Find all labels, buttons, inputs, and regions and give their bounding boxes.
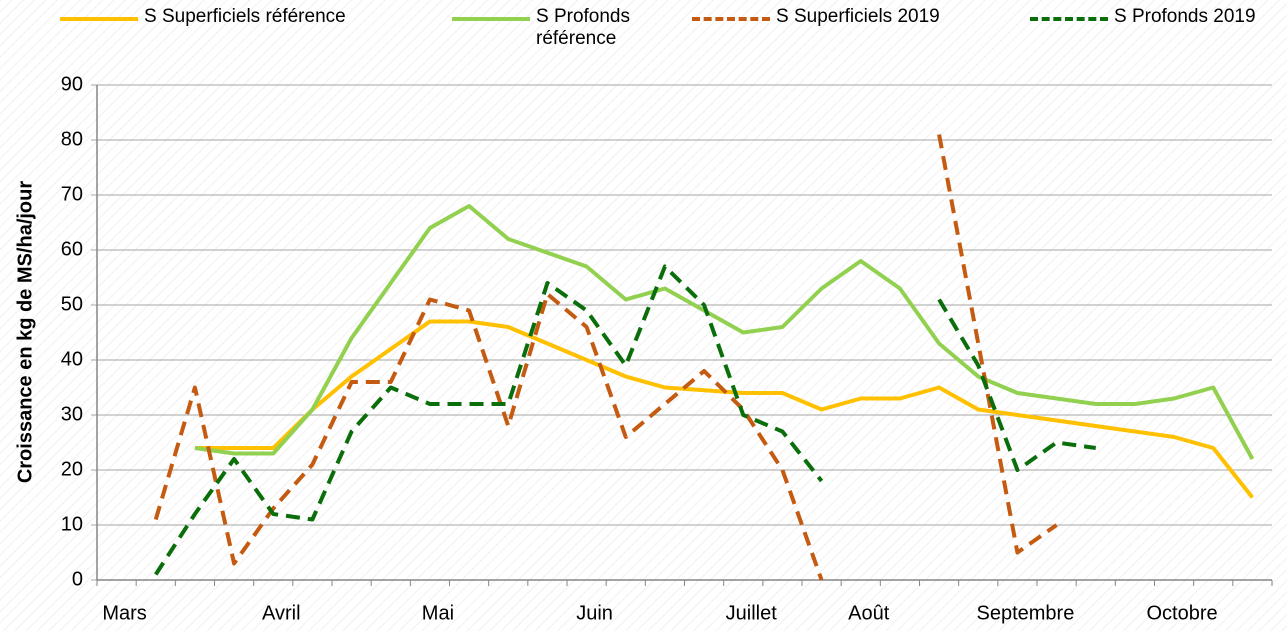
y-tick-label: 60 bbox=[61, 238, 83, 260]
y-tick-label: 0 bbox=[72, 568, 83, 590]
x-tick-label: Septembre bbox=[976, 602, 1074, 624]
y-tick-label: 40 bbox=[61, 348, 83, 370]
legend-item: S Profonds référence bbox=[452, 6, 666, 50]
legend-label: S Profonds référence bbox=[536, 6, 630, 49]
x-tick-label: Avril bbox=[262, 602, 301, 624]
series-line bbox=[153, 134, 1058, 581]
legend-swatch bbox=[60, 17, 138, 21]
series-line bbox=[154, 264, 1097, 576]
legend-item: S Superficiels référence bbox=[60, 6, 474, 28]
y-tick-label: 70 bbox=[61, 183, 83, 205]
x-tick-label: Mai bbox=[422, 602, 454, 624]
y-tick-label: 10 bbox=[61, 513, 83, 535]
legend-label: S Superficiels référence bbox=[144, 6, 346, 27]
legend-label: S Profonds 2019 bbox=[1114, 6, 1256, 27]
series-line bbox=[194, 204, 1255, 460]
x-tick-label: Août bbox=[848, 602, 890, 624]
legend-item: S Superficiels 2019 bbox=[692, 6, 1006, 28]
y-axis-label: Croissance en kg de MS/ha/jour bbox=[14, 181, 36, 484]
x-tick-label: Juillet bbox=[726, 602, 778, 624]
y-tick-label: 80 bbox=[61, 128, 83, 150]
legend-swatch bbox=[692, 17, 770, 21]
x-tick-label: Mars bbox=[102, 602, 146, 624]
y-tick-label: 30 bbox=[61, 403, 83, 425]
legend-swatch bbox=[1030, 17, 1108, 21]
y-tick-label: 50 bbox=[61, 293, 83, 315]
legend-label: S Superficiels 2019 bbox=[776, 6, 940, 27]
legend-swatch bbox=[452, 17, 530, 21]
x-tick-label: Octobre bbox=[1147, 602, 1218, 624]
y-tick-label: 20 bbox=[61, 458, 83, 480]
x-tick-label: Juin bbox=[576, 602, 613, 624]
y-tick-label: 90 bbox=[61, 73, 83, 95]
legend-item: S Profonds 2019 bbox=[1030, 6, 1287, 28]
